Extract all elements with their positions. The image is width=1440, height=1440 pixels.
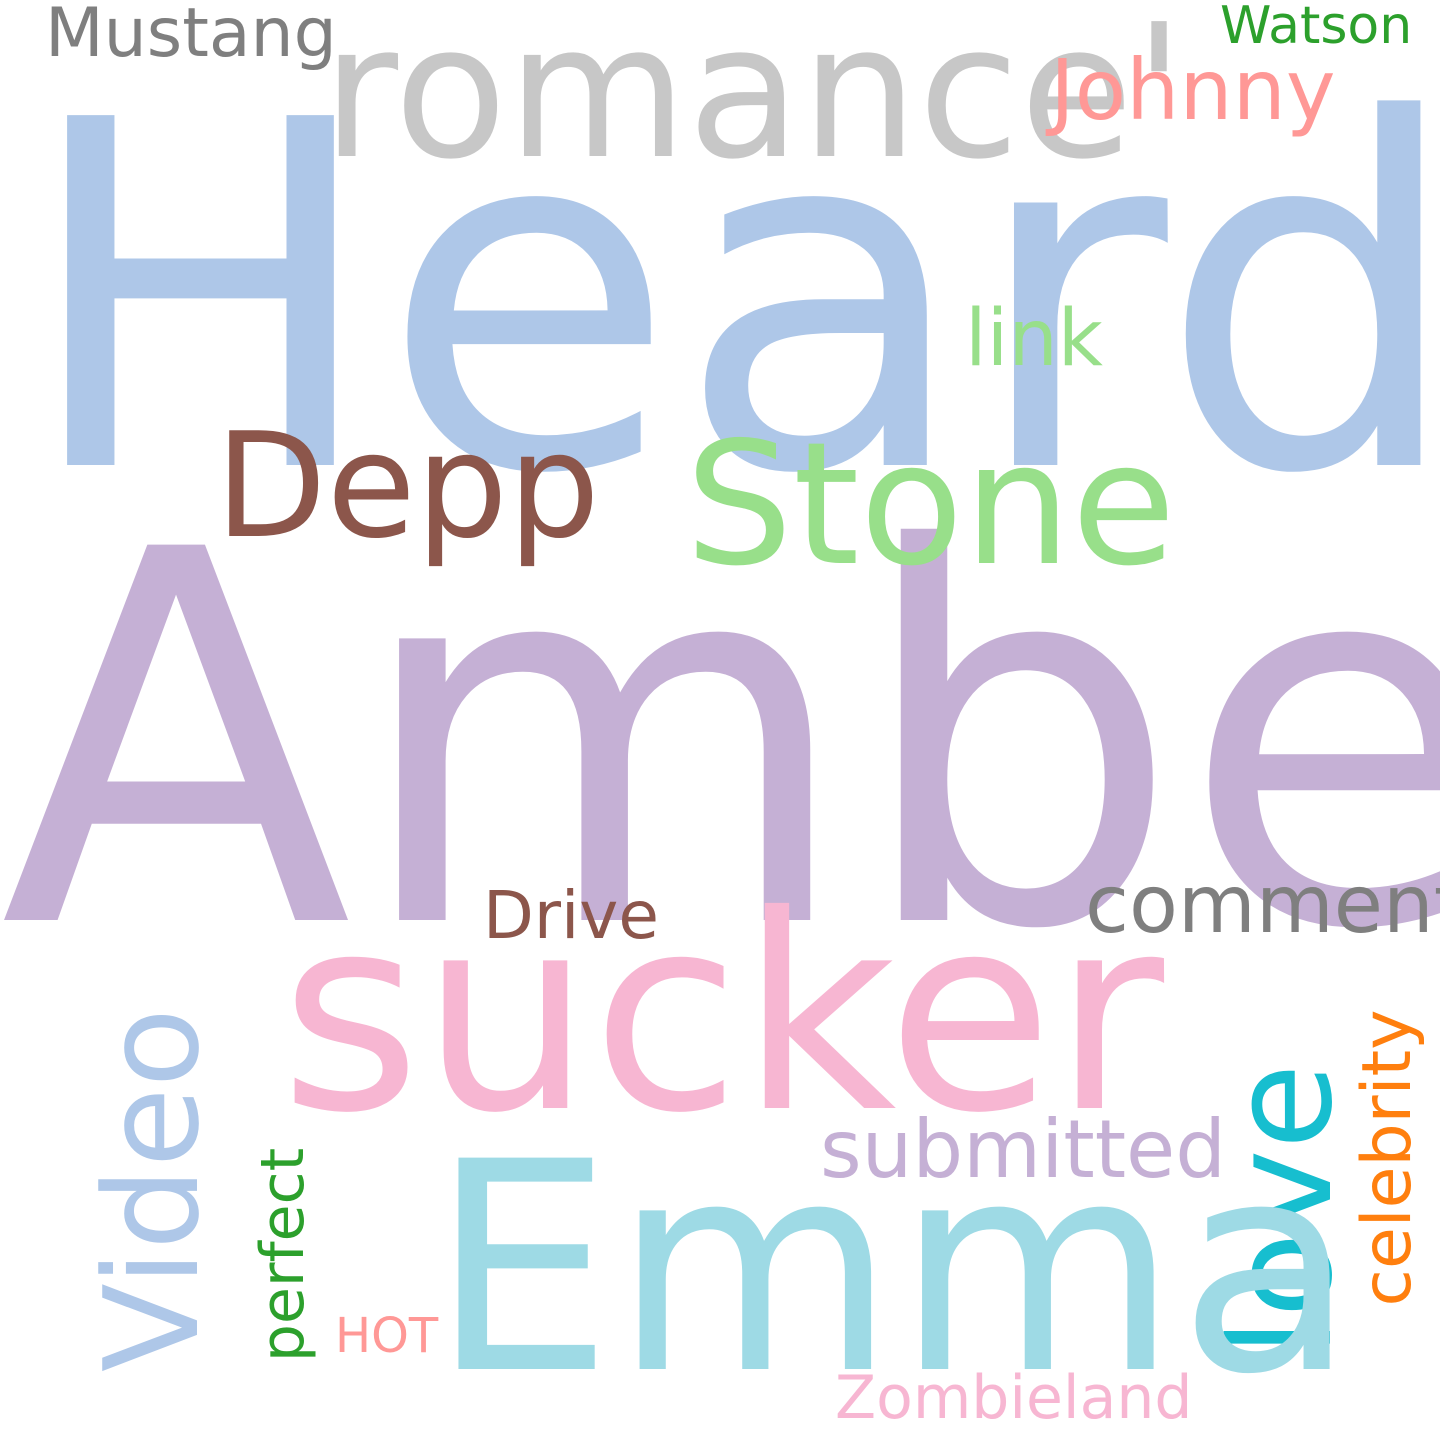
word-comment: comment [1085, 858, 1440, 951]
word-drive: Drive [483, 877, 659, 954]
word-romance: romance' [322, 0, 1185, 200]
word-perfect: perfect [248, 1147, 318, 1363]
word-mustang: Mustang [45, 0, 337, 73]
word-johnny: Johnny [1050, 41, 1336, 139]
word-video: Video [76, 1007, 228, 1373]
word-stone: Stone [685, 406, 1176, 604]
word-submitted: submitted [820, 1103, 1227, 1196]
word-celebrity: celebrity [1348, 1009, 1427, 1307]
word-zombieland: Zombieland [835, 1363, 1193, 1433]
word-depp: Depp [215, 402, 600, 571]
word-emma: Emma [430, 1101, 1356, 1438]
word-sucker: sucker [280, 857, 1165, 1172]
word-watson: Watson [1220, 0, 1413, 56]
word-link: link [965, 294, 1103, 384]
word-heard: Heard [20, 20, 1440, 579]
word-hot: HOT [335, 1308, 439, 1364]
